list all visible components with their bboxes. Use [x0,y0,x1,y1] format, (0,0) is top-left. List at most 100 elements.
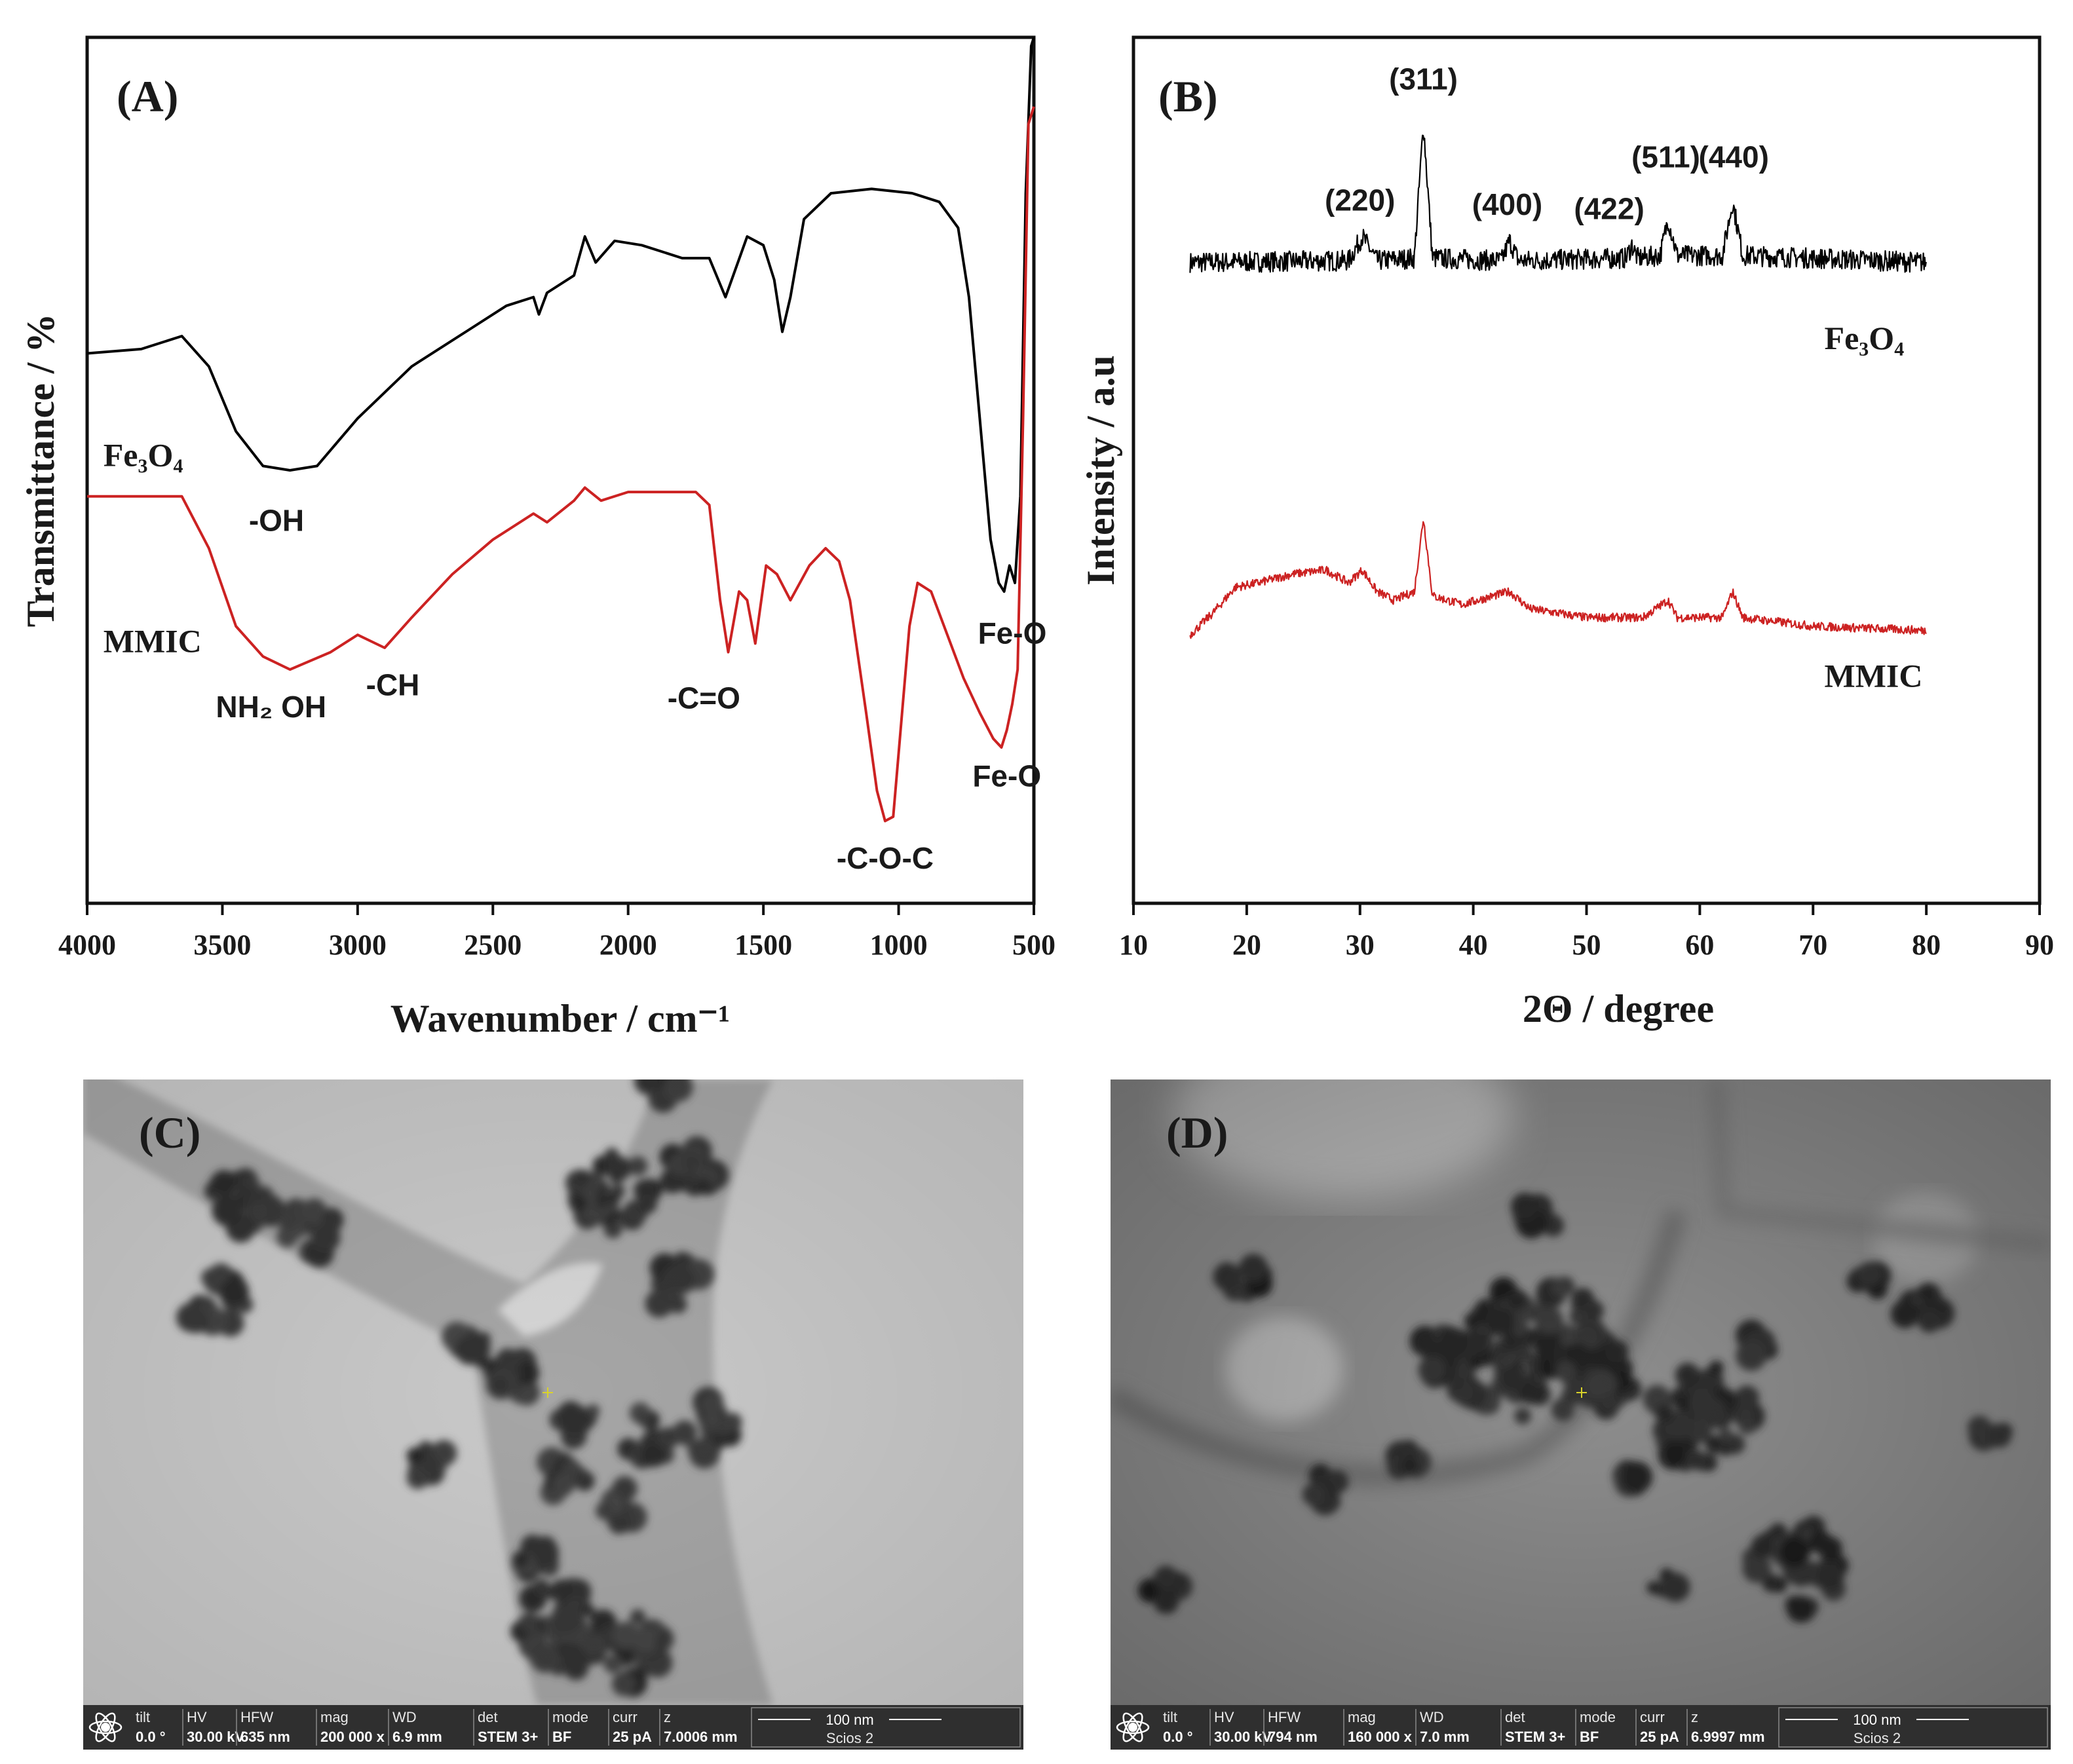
info-bar-header: det [1505,1709,1525,1725]
info-bar-value: 25 pA [613,1729,652,1745]
x-tick-label: 3000 [329,929,387,961]
panel-a: (A) 4000 3500 3000 2500 2000 1500 1000 500 -OH F… [19,35,1056,1040]
micrograph-c-image [83,1079,1023,1705]
x-tick-label: 70 [1798,929,1827,961]
peak-label: (220) [1325,183,1395,217]
info-bar-header: z [1691,1709,1698,1725]
peak-label: (311) [1389,62,1458,96]
series-group-a [86,37,1035,823]
instrument-label: Scios 2 [826,1730,873,1746]
y-axis-title-a: Transmittance / % [19,314,62,628]
panel-b: (B) 10 20 30 40 50 60 70 80 90 (220) (311) (400) (4… [1079,35,2054,1030]
series-label: Fe₃O₄ [1825,320,1905,356]
info-bar-header: curr [1640,1709,1665,1725]
panel-letter-c: (C) [139,1108,200,1157]
info-bar-header: HFW [1268,1709,1301,1725]
info-bar-header: WD [1420,1709,1444,1725]
plot-frame-b [1132,35,2042,905]
info-bar-header: tilt [1163,1709,1177,1725]
info-bar-header: WD [392,1709,417,1725]
annotations-b: (220) (311) (400) (422) (511)(440) Fe₃O₄ MMIC [1325,62,1922,694]
annotation-label: -OH [249,504,304,538]
micrograph-c: (C) tilt 0.0 ° HV 30.00 kV HFW 635 nm mag 200 0… [83,1079,1023,1750]
x-tick-label: 90 [2025,929,2054,961]
info-bar-header: tilt [136,1709,150,1725]
x-tick-label: 20 [1232,929,1261,961]
annotation-label: -C=O [668,681,740,715]
series-label: Fe₃O₄ [104,436,183,473]
x-tick-label: 500 [1012,929,1056,961]
info-bar-value: 200 000 x [320,1729,385,1745]
annotation-label: Fe-O [972,759,1041,793]
series-line-mmic [87,106,1035,823]
panel-letter-d: (D) [1166,1108,1228,1157]
x-tick-label: 1000 [870,929,928,961]
x-ticks-a: 4000 3500 3000 2500 2000 1500 1000 500 [58,903,1056,961]
info-bar-value: 7.0 mm [1420,1729,1470,1745]
info-bar-header: mag [320,1709,349,1725]
annotation-label: -C-O-C [837,841,934,875]
series-line-fe3o4 [86,37,1035,593]
info-bar-d: tilt 0.0 ° HV 30.00 kV HFW 794 nm mag 160 000 x… [1111,1705,2051,1750]
x-axis-title-a: Wavenumber / cm⁻¹ [390,997,731,1040]
scale-label: 100 nm [826,1712,873,1728]
x-axis-title-b: 2Θ / degree [1523,987,1714,1030]
micrograph-d: (D) tilt 0.0 ° HV 30.00 kV HFW 794 nm mag 160 0… [1111,1079,2051,1750]
info-bar-value: 7.0006 mm [664,1729,738,1745]
info-bar-value: 6.9 mm [392,1729,442,1745]
annotations-a: -OH Fe-O NH₂ OH -CH -C=O Fe-O -C-O-C Fe₃O₄ MMIC [104,436,1047,875]
info-bar-value: 160 000 x [1348,1729,1413,1745]
info-bar-header: curr [613,1709,637,1725]
annotation-label: -CH [366,668,420,702]
info-bar-header: HV [1214,1709,1234,1725]
info-bar-header: z [664,1709,671,1725]
info-bar-header: mode [1580,1709,1616,1725]
peak-label: (400) [1472,187,1542,221]
atom-icon [1116,1712,1150,1742]
series-line-fe3o4 [1189,134,1927,273]
info-bar-header: mag [1348,1709,1376,1725]
info-bar-header: det [478,1709,498,1725]
info-bar-value: 25 pA [1640,1729,1679,1745]
series-group-b [1189,134,1927,639]
x-tick-label: 3500 [193,929,251,961]
x-tick-label: 30 [1346,929,1375,961]
x-ticks-b: 10 20 30 40 50 60 70 80 90 [1119,903,2054,961]
info-bar-value: BF [1580,1729,1599,1745]
x-tick-label: 2000 [599,929,657,961]
info-bar-value: BF [552,1729,571,1745]
instrument-label: Scios 2 [1854,1730,1901,1746]
info-bar-value: STEM 3+ [1505,1729,1565,1745]
x-tick-label: 50 [1572,929,1601,961]
y-axis-title-b: Intensity / a.u [1079,355,1122,586]
info-bar-c: tilt 0.0 ° HV 30.00 kV HFW 635 nm mag 200 000 x… [83,1705,1023,1750]
panel-letter-a: (A) [117,71,178,121]
info-bar-header: mode [552,1709,588,1725]
info-bar-value: STEM 3+ [478,1729,538,1745]
info-bar-header: HFW [240,1709,273,1725]
info-bar-value: 0.0 ° [1163,1729,1193,1745]
plot-frame-a [85,35,1036,905]
info-bar-value: 635 nm [240,1729,290,1745]
info-bar-value: 794 nm [1268,1729,1318,1745]
peak-label: (511) [1631,140,1700,174]
info-bar-value: 30.00 kV [1214,1729,1272,1745]
scale-label: 100 nm [1853,1712,1901,1728]
info-bar-value: 0.0 ° [136,1729,166,1745]
series-line-mmic [1189,521,1927,639]
peak-label: (422) [1574,192,1644,226]
annotation-label: NH₂ OH [216,690,326,724]
x-tick-label: 1500 [734,929,792,961]
info-bar-header: HV [187,1709,207,1725]
x-tick-label: 4000 [58,929,116,961]
info-bar-value: 6.9997 mm [1691,1729,1765,1745]
info-bar-value: 30.00 kV [187,1729,244,1745]
annotation-label: Fe-O [978,616,1047,650]
series-label: MMIC [104,623,202,660]
series-label: MMIC [1825,658,1923,694]
x-tick-label: 10 [1119,929,1148,961]
x-tick-label: 60 [1685,929,1714,961]
peak-label: (440) [1699,140,1769,174]
x-tick-label: 40 [1459,929,1488,961]
